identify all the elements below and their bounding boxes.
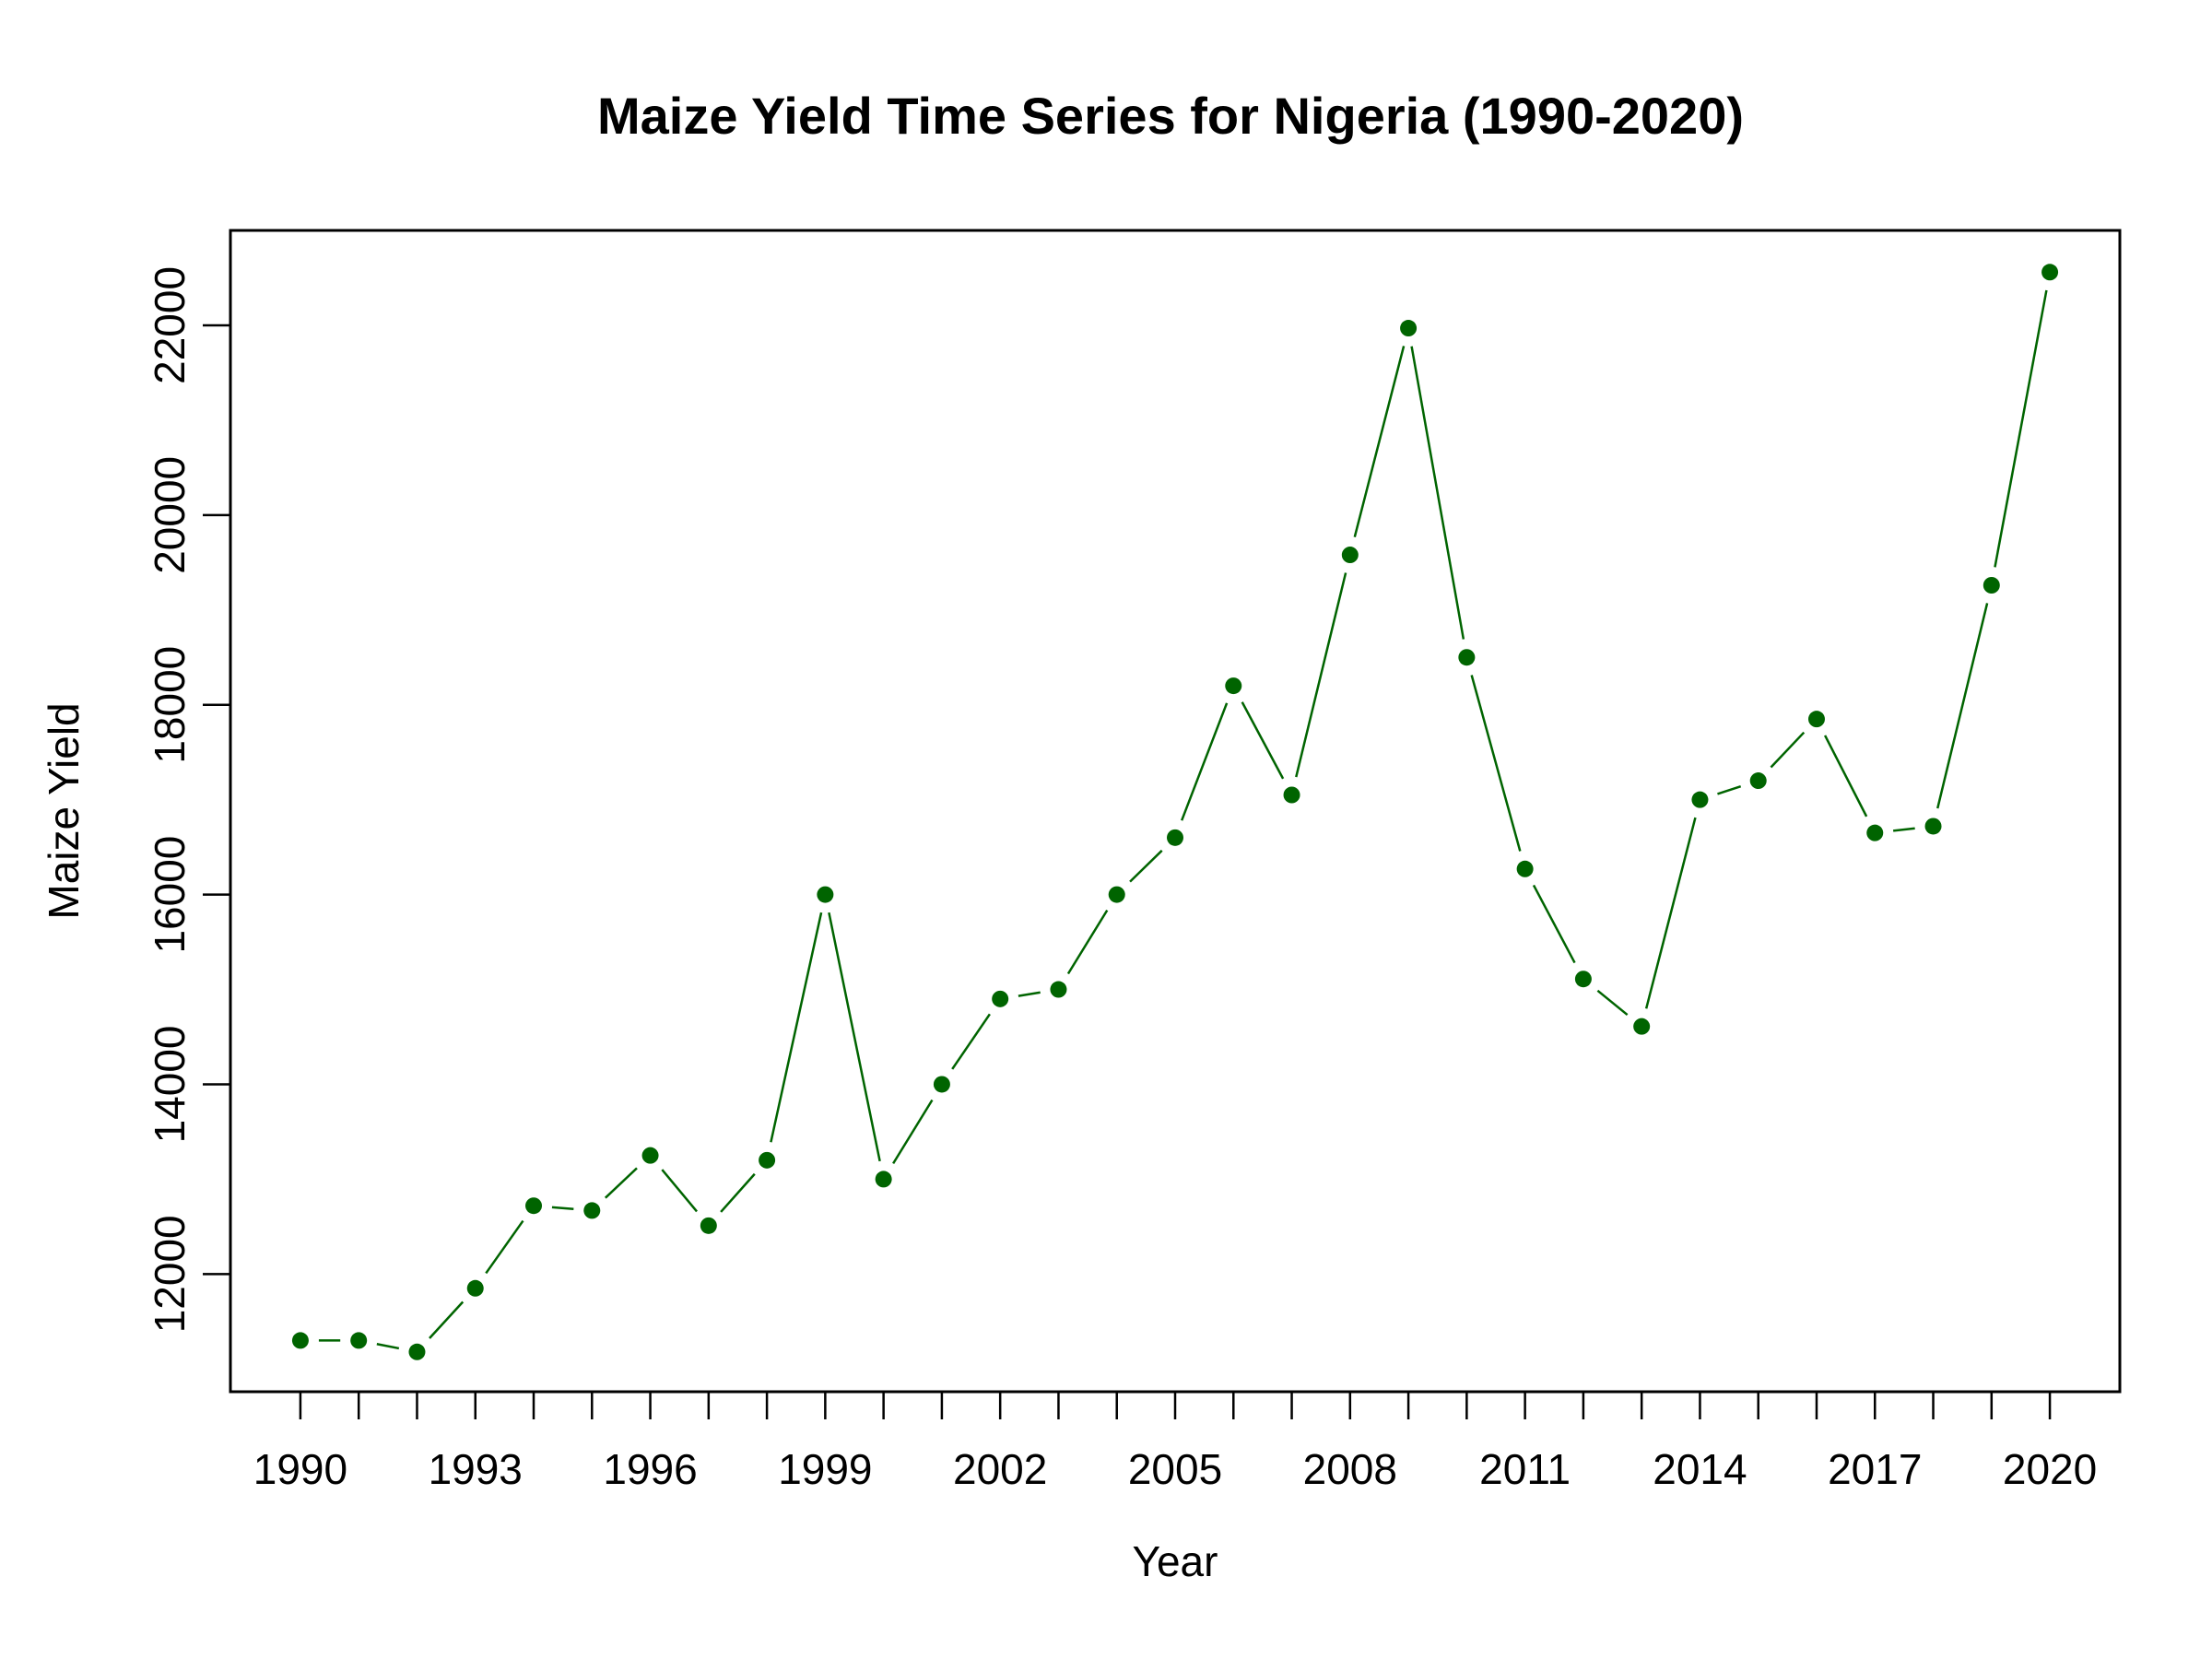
series-line-segment: [951, 1013, 991, 1070]
x-tick-label: 2011: [1479, 1445, 1571, 1493]
series-line-segment: [1644, 817, 1697, 1009]
x-tick-label: 1996: [603, 1445, 697, 1493]
series-line-segment: [892, 1099, 934, 1165]
x-tick-label: 1993: [429, 1445, 523, 1493]
data-point: [1458, 649, 1476, 666]
series-line-segment: [1823, 735, 1868, 818]
x-tick-label: 2020: [2003, 1445, 2097, 1493]
data-point: [1807, 711, 1825, 728]
series-line-segment: [1410, 346, 1465, 640]
data-point: [583, 1202, 601, 1219]
x-tick-label: 2008: [1303, 1445, 1397, 1493]
series-line-segment: [376, 1343, 400, 1350]
data-point: [1866, 824, 1884, 841]
series-line-segment: [1770, 731, 1806, 769]
series-line-segment: [1295, 572, 1347, 778]
chart-title: Maize Yield Time Series for Nigeria (199…: [597, 87, 1744, 145]
x-tick-label: 2017: [1828, 1445, 1922, 1493]
series-line-segment: [1892, 827, 1915, 832]
data-point: [1749, 772, 1767, 790]
series-line-segment: [1066, 909, 1109, 975]
x-tick-label: 1990: [253, 1445, 347, 1493]
series-line-segment: [1470, 675, 1522, 852]
data-point: [1050, 981, 1067, 998]
data-point: [291, 1332, 309, 1349]
series-line-segment: [1532, 884, 1576, 964]
data-point: [350, 1332, 368, 1349]
series-line-segment: [1129, 849, 1163, 883]
y-tick-label: 18000: [146, 646, 194, 764]
data-point: [1691, 791, 1709, 808]
data-point: [1983, 577, 2000, 594]
series-line-segment: [429, 1300, 465, 1339]
series-line-segment: [1181, 702, 1229, 821]
series-line-segment: [1596, 989, 1629, 1017]
x-axis-label: Year: [1133, 1537, 1218, 1585]
y-tick-label: 12000: [146, 1215, 194, 1333]
data-point: [641, 1147, 659, 1164]
y-axis: 12000 14000 16000 18000 20000 22000: [146, 266, 232, 1333]
x-tick-label: 1999: [778, 1445, 872, 1493]
data-point: [1633, 1018, 1651, 1035]
y-tick-label: 14000: [146, 1026, 194, 1144]
x-tick-label: 2002: [953, 1445, 1047, 1493]
data-point: [408, 1343, 426, 1360]
x-tick-label: 2005: [1128, 1445, 1222, 1493]
series-line-segment: [1241, 701, 1285, 780]
series-line-segment: [770, 912, 823, 1143]
data-point: [875, 1171, 892, 1188]
data-point: [700, 1217, 717, 1234]
series-layer: [291, 264, 2059, 1360]
series-line-segment: [661, 1169, 699, 1213]
data-point: [1924, 818, 1942, 835]
data-point: [1400, 320, 1418, 337]
data-point: [933, 1076, 950, 1093]
data-point: [1225, 677, 1242, 695]
y-tick-label: 20000: [146, 456, 194, 574]
data-point: [2041, 264, 2059, 281]
data-point: [1283, 786, 1300, 804]
y-axis-label: Maize Yield: [40, 702, 88, 919]
data-point: [1341, 547, 1359, 564]
data-point: [817, 886, 834, 903]
series-line-segment: [1353, 346, 1406, 538]
series-line-segment: [485, 1219, 524, 1275]
y-tick-label: 22000: [146, 266, 194, 384]
x-axis: 1990 1993 1996 1999 2002 2005 2008 2011 2014 2017…: [253, 1390, 2097, 1493]
series-line-segment: [1717, 785, 1742, 795]
series-line-segment: [1936, 603, 1989, 809]
series-line-segment: [828, 912, 881, 1162]
series-line-segment: [604, 1167, 638, 1199]
data-point: [1108, 886, 1125, 903]
data-point: [992, 990, 1009, 1007]
y-tick-label: 16000: [146, 836, 194, 954]
series-line-segment: [1994, 289, 2048, 568]
data-point: [1167, 829, 1183, 846]
data-point: [1574, 971, 1592, 988]
data-point: [525, 1197, 543, 1215]
series-line-segment: [720, 1172, 756, 1213]
plot-frame: [229, 229, 2122, 1394]
series-line-segment: [1018, 991, 1041, 997]
data-point: [466, 1279, 484, 1297]
x-tick-label: 2014: [1653, 1445, 1747, 1493]
data-point: [759, 1151, 776, 1169]
series-line-segment: [551, 1206, 574, 1211]
data-point: [1516, 860, 1534, 877]
